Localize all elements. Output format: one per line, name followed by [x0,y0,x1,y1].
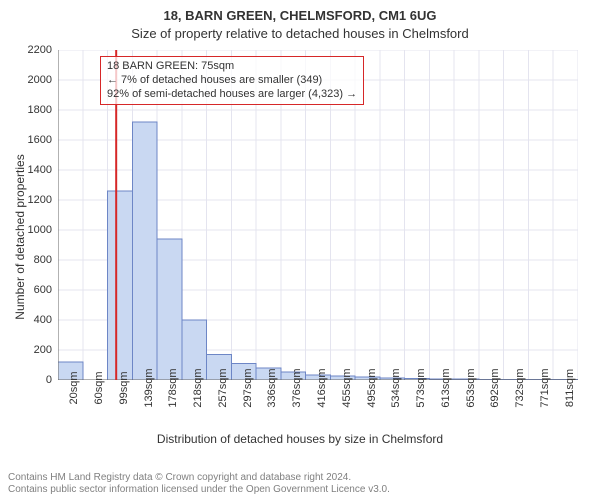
x-tick-label: 732sqm [514,368,526,407]
x-tick-label: 573sqm [415,368,427,407]
x-tick-label: 416sqm [316,368,328,407]
y-tick-label: 1400 [12,164,52,176]
x-tick-label: 771sqm [539,368,551,407]
x-tick-label: 178sqm [167,368,179,407]
x-tick-label: 613sqm [440,368,452,407]
x-tick-label: 455sqm [341,368,353,407]
annotation-line-2: ← 7% of detached houses are smaller (349… [107,74,357,88]
y-tick-label: 1600 [12,134,52,146]
y-tick-label: 2000 [12,74,52,86]
annotation-line-1: 18 BARN GREEN: 75sqm [107,60,357,74]
x-tick-label: 218sqm [192,368,204,407]
x-axis-label: Distribution of detached houses by size … [0,432,600,446]
y-tick-label: 2200 [12,44,52,56]
x-tick-label: 60sqm [93,371,105,404]
y-tick-label: 800 [12,254,52,266]
x-tick-label: 139sqm [143,368,155,407]
chart-title-description: Size of property relative to detached ho… [0,26,600,41]
annotation-line-3: 92% of semi-detached houses are larger (… [107,88,357,102]
x-tick-label: 811sqm [564,369,576,407]
x-tick-label: 534sqm [390,368,402,407]
x-tick-label: 20sqm [68,371,80,404]
footer-line-2: Contains public sector information licen… [8,484,592,496]
x-tick-label: 99sqm [118,371,130,404]
x-tick-label: 257sqm [217,368,229,407]
property-annotation-box: 18 BARN GREEN: 75sqm ← 7% of detached ho… [100,56,364,105]
y-tick-label: 1200 [12,194,52,206]
y-tick-label: 200 [12,344,52,356]
x-tick-label: 376sqm [291,368,303,407]
y-tick-label: 1000 [12,224,52,236]
histogram-bar [132,122,157,380]
attribution-footer: Contains HM Land Registry data © Crown c… [8,472,592,496]
x-tick-label: 495sqm [366,368,378,407]
histogram-bar [108,191,133,380]
y-tick-label: 400 [12,314,52,326]
x-tick-label: 692sqm [489,368,501,407]
x-tick-label: 336sqm [266,368,278,407]
histogram-bar [157,239,182,380]
x-tick-label: 653sqm [465,368,477,407]
chart-title-address: 18, BARN GREEN, CHELMSFORD, CM1 6UG [0,8,600,23]
x-tick-label: 297sqm [242,368,254,407]
y-tick-label: 1800 [12,104,52,116]
footer-line-1: Contains HM Land Registry data © Crown c… [8,472,592,484]
y-tick-label: 0 [12,374,52,386]
y-tick-label: 600 [12,284,52,296]
